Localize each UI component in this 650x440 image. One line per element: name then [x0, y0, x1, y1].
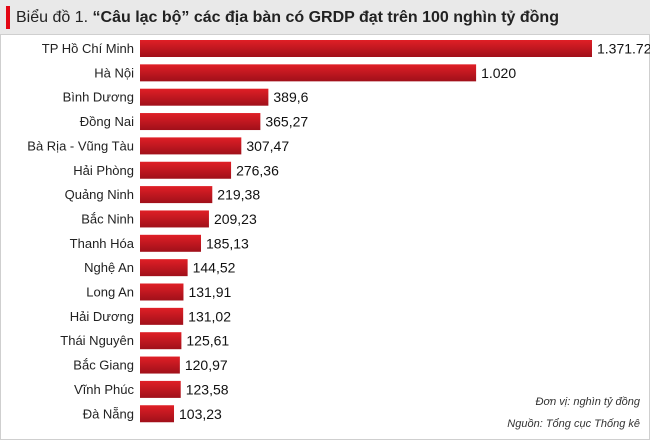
chart-title: Biểu đồ 1. “Câu lạc bộ” các địa bàn có G… — [16, 8, 559, 28]
value-label: 185,13 — [206, 235, 249, 251]
bar — [140, 234, 202, 252]
bar — [140, 64, 477, 82]
value-label: 276,36 — [236, 162, 279, 178]
source-note: Nguồn: Tổng cục Thống kê — [507, 418, 640, 430]
value-label: 125,61 — [186, 333, 229, 349]
value-label: 209,23 — [214, 211, 257, 227]
value-label: 131,02 — [188, 308, 231, 324]
value-label: 389,6 — [273, 89, 308, 105]
category-label: Bà Rịa - Vũng Tàu — [27, 138, 134, 153]
category-label: Vĩnh Phúc — [74, 382, 134, 397]
category-label: Thanh Hóa — [70, 236, 135, 251]
value-label: 219,38 — [217, 187, 260, 203]
category-label: Quảng Ninh — [65, 187, 134, 202]
bar — [140, 356, 180, 374]
value-label: 123,58 — [186, 381, 229, 397]
value-label: 1.020 — [481, 65, 516, 81]
bar — [140, 283, 184, 301]
value-label: 103,23 — [179, 406, 222, 422]
category-label: Long An — [86, 285, 134, 300]
chart-title-main: “Câu lạc bộ” các địa bàn có GRDP đạt trê… — [92, 9, 559, 26]
value-label: 1.371.72 — [597, 41, 650, 57]
bar — [140, 405, 175, 423]
bar — [140, 113, 261, 131]
title-accent-bar — [6, 6, 10, 29]
category-label: TP Hồ Chí Minh — [42, 41, 134, 56]
category-label: Đồng Nai — [80, 114, 134, 129]
bar — [140, 332, 182, 350]
chart-title-prefix: Biểu đồ 1. — [16, 9, 89, 26]
title-bar: Biểu đồ 1. “Câu lạc bộ” các địa bàn có G… — [0, 0, 650, 35]
bar — [140, 307, 184, 325]
value-label: 307,47 — [246, 138, 289, 154]
bar — [140, 137, 242, 155]
category-label: Đà Nẵng — [83, 406, 134, 421]
category-label: Hà Nội — [94, 65, 134, 80]
bar — [140, 40, 592, 57]
category-label: Bắc Giang — [73, 358, 134, 373]
bar — [140, 161, 232, 179]
value-label: 131,91 — [188, 284, 231, 300]
category-label: Bắc Ninh — [81, 211, 134, 226]
value-label: 365,27 — [265, 114, 308, 130]
bar — [140, 186, 213, 204]
value-label: 120,97 — [185, 357, 228, 373]
bar — [140, 88, 269, 106]
bar — [140, 210, 209, 228]
category-label: Hải Dương — [70, 309, 134, 324]
category-label: Hải Phòng — [73, 163, 134, 178]
category-label: Bình Dương — [63, 90, 134, 105]
bar — [140, 259, 188, 277]
category-label: Thái Nguyên — [60, 333, 134, 348]
value-label: 144,52 — [193, 260, 236, 276]
unit-note: Đơn vị: nghìn tỷ đồng — [535, 396, 641, 408]
category-label: Nghệ An — [84, 260, 134, 275]
bar — [140, 380, 181, 398]
